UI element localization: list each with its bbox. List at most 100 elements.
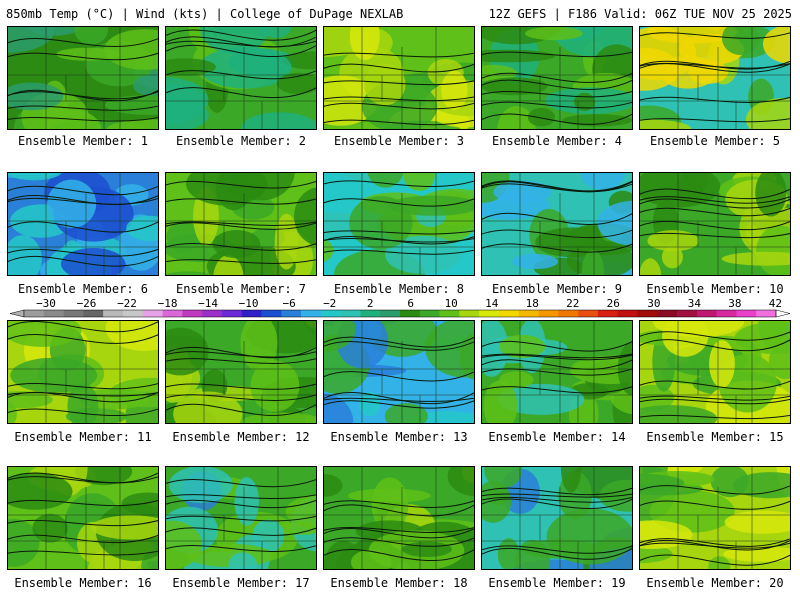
temperature-contour-fill [106,119,158,129]
temperature-contour-fill [324,239,334,262]
ensemble-member-label: Ensemble Member: 1 [17,134,149,148]
height-contour [166,221,316,226]
height-contour [640,198,790,209]
height-contour [482,496,632,503]
height-contour [8,382,158,390]
colorbar-swatch [103,310,124,317]
height-contour [166,403,316,416]
height-contour [8,321,158,333]
state-boundaries [482,27,632,129]
temperature-contour-fill [447,467,474,497]
ensemble-map-panel [639,466,791,570]
height-contour [324,392,474,405]
temperature-contour-fill [324,393,354,423]
temperature-map [482,321,632,423]
colorbar-swatch [518,310,539,317]
ensemble-member-label: Ensemble Member: 7 [175,282,307,296]
ensemble-map-panel [165,466,317,570]
colorbar-swatch [657,310,678,317]
height-contour [324,230,474,235]
temperature-map [166,321,316,423]
colorbar-outline [23,309,777,318]
height-contour [482,386,632,394]
temperature-contour-fill [581,249,605,275]
ensemble-member-label: Ensemble Member: 13 [330,430,468,444]
temperature-contour-fill [8,173,62,181]
ensemble-member-label: Ensemble Member: 2 [175,134,307,148]
height-contour [482,498,632,509]
ensemble-map-panel [7,172,159,276]
height-contour [482,229,632,239]
height-contour [166,40,316,48]
height-contour [482,183,632,193]
height-contour [640,398,790,405]
temperature-contour-fill [647,230,699,252]
temperature-contour-fill [441,70,468,110]
temperature-contour-fill [349,27,380,61]
temperature-contour-fill [8,82,64,111]
ensemble-map-panel [481,26,633,130]
height-contour [166,87,316,99]
height-contour [324,180,474,188]
colorbar-swatch [558,310,579,317]
temperature-contour-fill [169,467,233,503]
ensemble-map-panel [7,26,159,130]
colorbar-min-arrow [9,309,25,318]
colorbar-tick-label: 22 [566,297,579,310]
colorbar-swatch [696,310,717,317]
height-contour [482,487,632,496]
height-contour [8,550,158,556]
temperature-contour-fill [640,384,675,412]
height-contour [324,96,474,102]
height-contour [8,391,158,403]
temperature-contour-fill [364,63,406,106]
height-contour [640,188,790,200]
temperature-contour-fill [640,405,718,423]
height-contour [8,197,158,205]
height-contour [8,534,158,544]
ensemble-map-panel [481,466,633,570]
ensemble-member-label: Ensemble Member: 17 [172,576,310,590]
ensemble-member-label: Ensemble Member: 12 [172,430,310,444]
temperature-contour-fill [8,391,53,409]
height-contour [482,181,632,193]
height-contour [482,72,632,83]
ensemble-member-label: Ensemble Member: 18 [330,576,468,590]
temperature-contour-fill [166,97,209,129]
ensemble-member-label: Ensemble Member: 11 [14,430,152,444]
temperature-contour-fill [359,391,381,417]
height-contour [640,538,790,547]
temperature-contour-fill [166,221,202,252]
temperature-contour-fill [91,515,158,540]
temperature-contour-fill [252,519,285,553]
height-contour [324,249,474,255]
height-contour [640,207,790,217]
colorbar-swatch [83,310,104,317]
temperature-contour-fill [200,27,269,54]
colorbar-swatch [43,310,64,317]
temperature-contour-fill [212,230,261,259]
temperature-contour-fill [133,75,158,96]
height-contour [8,519,158,527]
temperature-map [482,27,632,129]
colorbar-swatch [24,310,45,317]
temperature-contour-fill [240,321,278,372]
height-contour [640,63,790,73]
temperature-contour-fill [384,403,428,423]
temperature-contour-fill [499,334,546,359]
ensemble-map-panel [7,320,159,424]
height-contour [166,351,316,358]
temperature-contour-fill [173,391,243,423]
temperature-contour-fill [723,546,790,562]
colorbar-tick-label: 14 [485,297,499,310]
ensemble-map-panel [639,26,791,130]
height-contour [8,408,158,417]
height-contour [8,221,158,233]
colorbar-swatch [122,310,144,317]
height-contour [324,341,474,351]
colorbar-swatch [736,310,757,317]
colorbar-tick-label: −2 [323,297,336,310]
temperature-contour-fill [482,64,517,82]
temperature-map [8,321,158,423]
height-contour [8,476,158,484]
